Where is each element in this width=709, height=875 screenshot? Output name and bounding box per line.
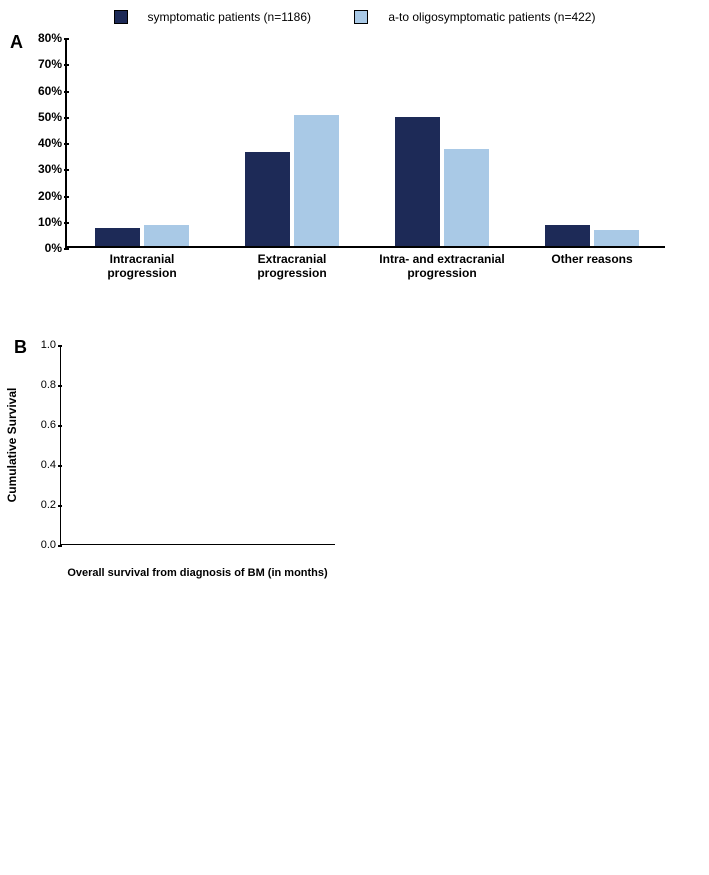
panel-A-ytick: 30%: [27, 162, 62, 176]
survival-ylabel: Cumulative Survival: [5, 388, 19, 503]
bar-dark: [245, 152, 290, 247]
panel-A-ytick: 10%: [27, 215, 62, 229]
bar-dark: [395, 117, 440, 246]
bar-light: [144, 225, 189, 246]
panel-A-label: A: [10, 32, 23, 53]
legend-item-symptomatic: symptomatic patients (n=1186): [104, 10, 322, 24]
legend-text-2: a-to oligosymptomatic patients (n=422): [388, 10, 595, 24]
panel-A-ytick: 80%: [27, 31, 62, 45]
panel-A-ytick: 40%: [27, 136, 62, 150]
panel-A-ytick: 20%: [27, 189, 62, 203]
panel-A-legend: symptomatic patients (n=1186) a-to oligo…: [10, 10, 699, 27]
panel-E: [362, 600, 699, 855]
survival-ytick: 0.0: [31, 539, 56, 551]
survival-ytick: 0.6: [31, 419, 56, 431]
figure: A symptomatic patients (n=1186) a-to oli…: [10, 10, 699, 855]
panel-A-ytick: 70%: [27, 57, 62, 71]
survival-ytick: 0.2: [31, 499, 56, 511]
panel-A-chart: 0%10%20%30%40%50%60%70%80%Intracranialpr…: [65, 38, 665, 278]
panel-B-label: B: [14, 337, 27, 358]
survival-ytick: 0.8: [31, 379, 56, 391]
bar-light: [294, 115, 339, 246]
panel-A-category-label: Intra- and extracranialprogression: [372, 252, 512, 281]
panel-A-category-label: Extracranialprogression: [222, 252, 362, 281]
survival-xlabel: Overall survival from diagnosis of BM (i…: [60, 567, 335, 579]
panel-D: [10, 600, 347, 855]
panel-C: [362, 335, 699, 590]
swatch-dark: [114, 10, 128, 24]
swatch-light: [354, 10, 368, 24]
panel-A-category-label: Intracranialprogression: [72, 252, 212, 281]
panel-A-ytick: 60%: [27, 84, 62, 98]
panel-A: A symptomatic patients (n=1186) a-to oli…: [10, 10, 699, 320]
panel-A-category-label: Other reasons: [522, 252, 662, 266]
panel-A-ytick: 0%: [27, 241, 62, 255]
bar-dark: [95, 228, 140, 246]
legend-text-1: symptomatic patients (n=1186): [148, 10, 312, 24]
survival-plot: 0.00.20.40.60.81.0: [60, 345, 335, 545]
survival-ytick: 1.0: [31, 339, 56, 351]
panel-A-ytick: 50%: [27, 110, 62, 124]
bar-dark: [545, 225, 590, 246]
row-BC: BCumulative SurvivalOverall survival fro…: [10, 335, 699, 590]
panel-B: BCumulative SurvivalOverall survival fro…: [10, 335, 347, 590]
bar-light: [594, 230, 639, 246]
survival-ytick: 0.4: [31, 459, 56, 471]
legend-item-oligo: a-to oligosymptomatic patients (n=422): [344, 10, 605, 24]
bar-light: [444, 149, 489, 246]
panel-A-plot-area: 0%10%20%30%40%50%60%70%80%Intracranialpr…: [65, 38, 665, 248]
row-DE: [10, 600, 699, 855]
